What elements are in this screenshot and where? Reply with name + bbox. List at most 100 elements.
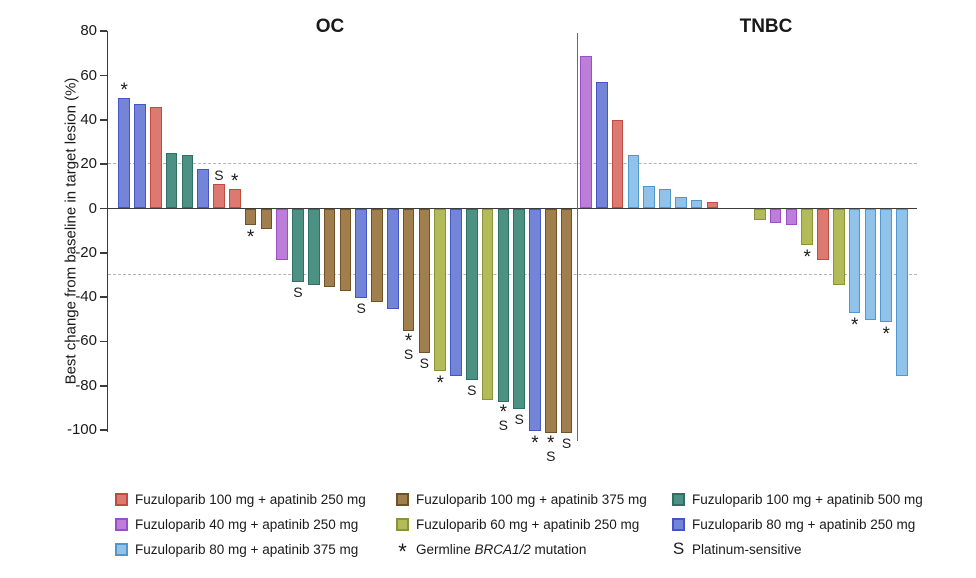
y-tick-label: 20 bbox=[80, 155, 97, 173]
bar-oc-17 bbox=[371, 209, 383, 303]
bar-tnbc-14 bbox=[785, 209, 798, 225]
brca-mutation-mark: * S bbox=[499, 402, 508, 432]
y-tick-mark bbox=[100, 119, 107, 121]
legend-item: * Germline BRCA1/2 mutation bbox=[396, 540, 586, 562]
legend-swatch-f100a250 bbox=[115, 493, 128, 506]
y-tick-mark bbox=[100, 30, 107, 32]
bar-oc-11 bbox=[276, 209, 288, 261]
brca-star-glyph: * bbox=[803, 246, 811, 268]
y-tick-label: -80 bbox=[75, 376, 97, 394]
bar-oc-8 bbox=[228, 188, 241, 209]
legend-label-part: BRCA1/2 bbox=[474, 541, 531, 557]
legend-item: Fuzuloparib 60 mg + apatinib 250 mg bbox=[396, 517, 639, 533]
legend-label: Fuzuloparib 40 mg + apatinib 250 mg bbox=[135, 516, 359, 532]
brca-mutation-mark: * S bbox=[403, 332, 414, 363]
bar-oc-1 bbox=[118, 97, 130, 209]
y-tick-mark bbox=[100, 385, 107, 387]
legend-label-part: mutation bbox=[530, 541, 587, 557]
legend-item: Fuzuloparib 80 mg + apatinib 375 mg bbox=[115, 542, 358, 558]
legend-swatch-f40a250 bbox=[115, 518, 128, 531]
brca-star-glyph: * bbox=[531, 432, 539, 454]
brca-star-glyph: * bbox=[547, 433, 555, 455]
bar-tnbc-20 bbox=[880, 209, 893, 323]
reference-line--30 bbox=[108, 274, 917, 276]
platinum-s-glyph: S bbox=[546, 448, 556, 465]
brca-star-symbol: * bbox=[396, 540, 409, 562]
bar-oc-6 bbox=[197, 168, 209, 209]
y-tick-mark bbox=[100, 207, 107, 210]
platinum-s-glyph: S bbox=[467, 381, 477, 398]
bar-oc-22 bbox=[450, 209, 462, 376]
brca-star-glyph: * bbox=[499, 402, 508, 424]
legend-label-part: Germline bbox=[416, 541, 475, 557]
y-tick-mark bbox=[100, 429, 107, 431]
brca-star-glyph: * bbox=[120, 79, 128, 101]
brca-mutation-mark: * bbox=[120, 79, 128, 101]
y-tick-label: -40 bbox=[75, 288, 97, 306]
bar-tnbc-6 bbox=[659, 188, 671, 209]
platinum-s-symbol: S bbox=[672, 540, 685, 559]
legend-swatch-f60a250 bbox=[396, 518, 409, 531]
y-tick-label: -60 bbox=[75, 332, 97, 350]
y-tick-label: 0 bbox=[88, 199, 97, 217]
bar-tnbc-16 bbox=[817, 209, 829, 261]
y-tick-mark bbox=[100, 296, 107, 298]
platinum-sensitive-mark: S bbox=[420, 356, 429, 370]
legend-swatch-f100a375 bbox=[396, 493, 409, 506]
bar-tnbc-2 bbox=[596, 82, 608, 209]
zero-baseline bbox=[108, 207, 917, 210]
brca-mutation-mark: * bbox=[231, 170, 239, 192]
y-tick-mark bbox=[100, 163, 107, 165]
bar-oc-7 bbox=[213, 184, 225, 209]
bar-oc-16 bbox=[355, 209, 367, 298]
bar-tnbc-9 bbox=[706, 201, 719, 209]
legend-label: Fuzuloparib 100 mg + apatinib 250 mg bbox=[135, 491, 366, 507]
bar-oc-19 bbox=[402, 209, 415, 332]
bar-oc-15 bbox=[339, 209, 352, 292]
bar-oc-18 bbox=[386, 209, 399, 310]
y-tick-mark bbox=[100, 252, 107, 254]
legend-item: Fuzuloparib 100 mg + apatinib 500 mg bbox=[672, 492, 923, 508]
platinum-sensitive-mark: S bbox=[356, 301, 365, 315]
brca-mutation-mark: * bbox=[436, 374, 443, 393]
bar-tnbc-15 bbox=[801, 209, 814, 245]
brca-star-glyph: * bbox=[882, 324, 890, 346]
bar-tnbc-5 bbox=[643, 186, 656, 209]
bar-tnbc-3 bbox=[611, 119, 624, 209]
y-tick-label: -100 bbox=[66, 421, 97, 439]
y-tick-label: 80 bbox=[80, 22, 97, 40]
group-divider-line bbox=[576, 33, 579, 441]
legend-item: Fuzuloparib 40 mg + apatinib 250 mg bbox=[115, 517, 358, 533]
group-title-tnbc: TNBC bbox=[739, 16, 793, 37]
platinum-sensitive-mark: S bbox=[293, 285, 302, 299]
group-title-oc: OC bbox=[315, 16, 345, 37]
bar-oc-5 bbox=[181, 155, 194, 209]
legend-label: Germline BRCA1/2 mutation bbox=[416, 542, 586, 558]
bar-tnbc-7 bbox=[675, 197, 687, 209]
brca-mutation-mark: * bbox=[882, 324, 890, 346]
bar-tnbc-1 bbox=[580, 55, 592, 209]
bar-oc-2 bbox=[134, 104, 146, 209]
y-axis-line bbox=[106, 31, 108, 432]
legend-label: Fuzuloparib 100 mg + apatinib 375 mg bbox=[416, 491, 647, 507]
brca-mutation-mark: * bbox=[803, 246, 811, 268]
platinum-s-glyph: S bbox=[514, 410, 524, 427]
bar-oc-14 bbox=[323, 209, 336, 287]
legend-item: Fuzuloparib 100 mg + apatinib 375 mg bbox=[396, 492, 647, 508]
brca-mutation-mark: * S bbox=[546, 433, 556, 465]
bar-oc-28 bbox=[544, 209, 557, 434]
legend-label: Fuzuloparib 60 mg + apatinib 250 mg bbox=[416, 516, 640, 532]
bar-tnbc-21 bbox=[896, 209, 908, 376]
legend-label: Fuzuloparib 80 mg + apatinib 250 mg bbox=[692, 516, 916, 532]
bar-tnbc-4 bbox=[627, 155, 640, 209]
brca-mutation-mark: * bbox=[531, 432, 539, 454]
brca-mutation-mark: * bbox=[851, 316, 858, 335]
platinum-sensitive-mark: S bbox=[514, 410, 524, 427]
platinum-s-glyph: S bbox=[403, 346, 414, 363]
legend-swatch-f100a500 bbox=[672, 493, 685, 506]
bar-oc-4 bbox=[165, 153, 178, 209]
brca-star-glyph: * bbox=[231, 170, 239, 192]
legend-label: Fuzuloparib 100 mg + apatinib 500 mg bbox=[692, 491, 923, 507]
brca-star-glyph: * bbox=[246, 226, 255, 248]
